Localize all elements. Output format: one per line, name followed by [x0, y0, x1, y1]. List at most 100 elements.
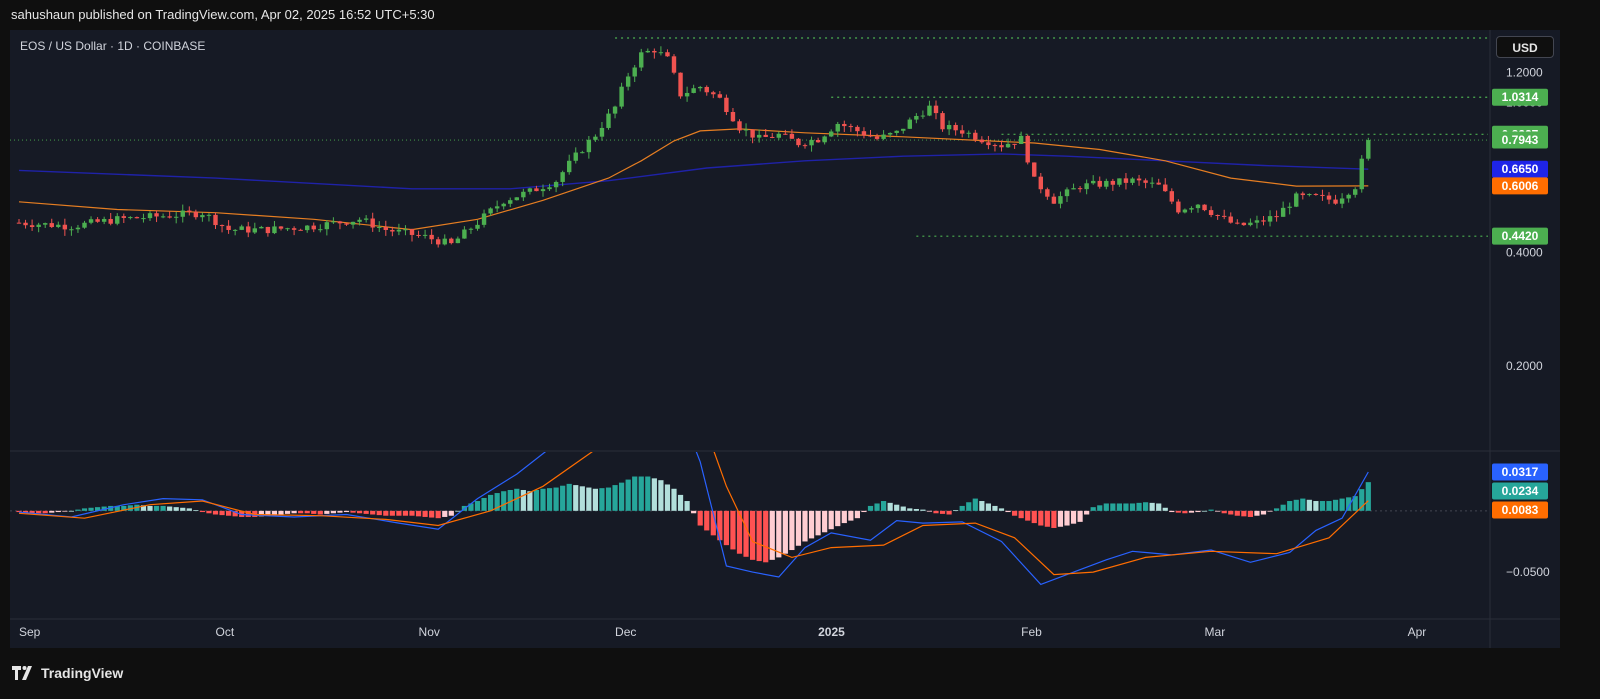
- histogram-bar: [36, 510, 42, 514]
- histogram-bar: [317, 510, 323, 515]
- candle-body: [1077, 188, 1083, 190]
- candle-body: [619, 86, 624, 107]
- candle-body: [213, 214, 218, 226]
- histogram-bar: [939, 510, 946, 514]
- candle-body: [1058, 196, 1063, 204]
- candle-body: [966, 132, 971, 134]
- candle-body: [265, 226, 271, 234]
- histogram-bar: [29, 510, 35, 514]
- histogram-bar: [311, 510, 317, 514]
- histogram-bar: [933, 510, 939, 514]
- candle-body: [887, 132, 893, 135]
- histogram-bar: [946, 510, 952, 515]
- candle-body: [1130, 178, 1135, 183]
- candle-body: [750, 129, 755, 138]
- candle-body: [1261, 220, 1266, 222]
- histogram-bar: [16, 510, 22, 513]
- histogram-bar: [992, 505, 998, 511]
- candle-body: [468, 228, 474, 230]
- footer: TradingView: [0, 656, 1600, 699]
- candle-body: [848, 126, 854, 128]
- candle-body: [101, 218, 107, 222]
- histogram-bar: [271, 510, 278, 516]
- histogram-bar: [795, 510, 802, 546]
- histogram-bar: [750, 510, 756, 560]
- macd-tag-bg: [1492, 463, 1548, 481]
- histogram-bar: [533, 489, 540, 511]
- histogram-bar: [854, 510, 860, 519]
- macd-lines: [18, 452, 1369, 586]
- histogram-bar: [1247, 510, 1253, 517]
- histogram-bar: [49, 510, 55, 513]
- histogram-bar: [1346, 497, 1352, 511]
- currency-button[interactable]: USD: [1496, 36, 1554, 58]
- candle-body: [645, 50, 650, 53]
- candle-body: [1300, 193, 1305, 196]
- histogram-bar: [1306, 499, 1312, 511]
- chart-panel[interactable]: 1.40001.20001.00000.40000.20000.0000−0.0…: [10, 30, 1560, 648]
- histogram-bar: [645, 476, 651, 511]
- candle-body: [508, 200, 513, 204]
- candle-body: [1182, 209, 1188, 213]
- candle-body: [62, 224, 68, 230]
- price-tags: 1.03140.82270.79430.66500.60060.44200.03…: [1492, 88, 1548, 519]
- candle-body: [481, 213, 487, 225]
- ma-slow-line: [18, 153, 1369, 190]
- candle-body: [960, 130, 965, 134]
- histogram-bar: [763, 510, 769, 563]
- candle-body: [684, 92, 690, 97]
- histogram-bar: [42, 510, 48, 514]
- price-tag-bg: [1492, 160, 1548, 178]
- histogram-bar: [199, 510, 205, 513]
- histogram-bar: [658, 480, 664, 511]
- candle-body: [973, 132, 978, 140]
- histogram-bar: [599, 488, 605, 511]
- candle-body: [455, 238, 461, 244]
- histogram-bar: [1103, 503, 1109, 511]
- candle-body: [43, 223, 48, 225]
- time-tick-label: Feb: [1021, 625, 1042, 639]
- histogram-bar: [1215, 510, 1221, 512]
- histogram-bar: [972, 498, 978, 511]
- price-tag: 0.7943: [1502, 133, 1539, 147]
- histogram-bar: [1123, 503, 1129, 511]
- candle-body: [1169, 191, 1174, 202]
- candle-body: [992, 145, 998, 147]
- candle-body: [259, 226, 264, 229]
- histogram-bar: [546, 488, 553, 511]
- candle-body: [422, 234, 428, 236]
- time-tick-label: 2025: [818, 625, 845, 639]
- candle-body: [1064, 189, 1070, 197]
- candle-body: [272, 226, 277, 234]
- candle-body: [560, 172, 565, 182]
- candle-body: [704, 86, 709, 93]
- candle-body: [1202, 204, 1207, 211]
- candle-body: [1320, 194, 1325, 196]
- candle-body: [246, 226, 251, 233]
- candle-body: [724, 97, 729, 113]
- candle-body: [842, 123, 847, 127]
- histogram-bar: [1070, 510, 1077, 524]
- chart-svg[interactable]: 1.40001.20001.00000.40000.20000.0000−0.0…: [10, 30, 1560, 648]
- histogram-bar: [1025, 510, 1031, 521]
- macd-tag: 0.0083: [1502, 503, 1539, 517]
- candle-body: [553, 181, 559, 188]
- histogram-bar: [284, 510, 291, 514]
- ma-fast-line: [18, 128, 1369, 231]
- histogram-bar: [717, 510, 723, 541]
- histogram-bar: [167, 506, 173, 511]
- candle-body: [232, 229, 238, 231]
- histogram-bar: [920, 509, 926, 511]
- candle-body: [383, 226, 388, 230]
- histogram-bar: [684, 501, 690, 511]
- histogram-bar: [1234, 510, 1240, 516]
- histogram-bar: [232, 510, 238, 517]
- histogram-bar: [88, 507, 94, 511]
- candle-body: [1326, 195, 1332, 200]
- histogram-bar: [1280, 504, 1286, 511]
- histogram-bar: [520, 489, 526, 511]
- histogram-bar: [265, 510, 271, 516]
- candle-body: [1215, 215, 1220, 217]
- histogram-bar: [350, 510, 356, 513]
- tradingview-logo[interactable]: TradingView: [12, 665, 123, 681]
